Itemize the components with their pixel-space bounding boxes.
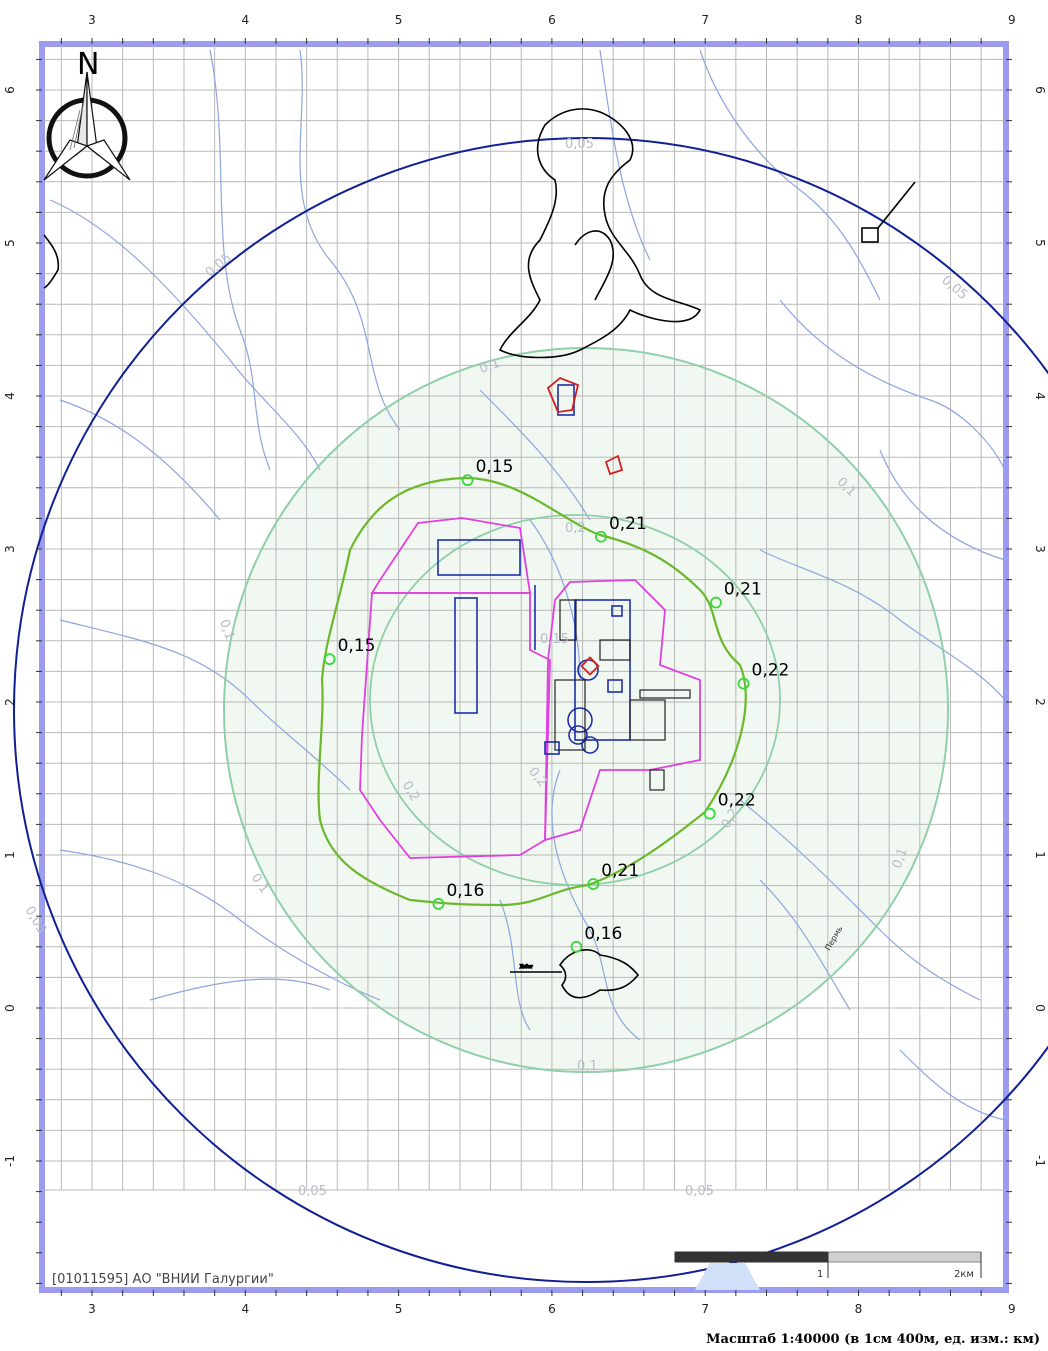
isoline-label: 0,05 (298, 1184, 327, 1199)
measurement-point-label: 0,22 (718, 791, 756, 811)
x-tick-label-top: 3 (88, 13, 96, 27)
isoline-outer (13, 137, 1048, 1283)
axis-ticks: 3 3 4 4 5 5 6 6 7 7 8 8 9 9 6 6 5 5 4 4 3 3 2 2 1 1 0 0 -1 -1 (3, 13, 1047, 1316)
scale-caption: Масштаб 1:40000 (в 1см 400м, ед. изм.: к… (706, 1332, 1040, 1347)
x-tick-label-bottom: 5 (395, 1302, 403, 1316)
y-tick-label-right: 1 (1033, 851, 1047, 859)
isoline-label: 0,1 (577, 1059, 598, 1074)
x-tick-label-top: 9 (1008, 13, 1016, 27)
rivers (49, 49, 1006, 1121)
scale-bar: 1 2км (674, 1251, 982, 1290)
x-tick-label-bottom: 8 (855, 1302, 863, 1316)
isoline-02 (369, 514, 781, 886)
scale-end-label: 2км (954, 1269, 974, 1280)
isolines (13, 137, 1048, 1283)
measurement-point-label: 0,16 (446, 881, 484, 901)
isoline-label: 0,1 (216, 618, 237, 643)
isoline-01 (223, 347, 949, 1073)
x-tick-label-bottom: 3 (88, 1302, 96, 1316)
y-tick-label-left: 4 (3, 392, 17, 400)
x-tick-label-bottom: 4 (241, 1302, 249, 1316)
isoline-label: 0,15 (540, 632, 569, 647)
measurement-point-marker[interactable] (737, 677, 750, 690)
measurement-point-label: 0,21 (609, 514, 647, 534)
y-tick-label-right: 0 (1033, 1004, 1047, 1012)
x-tick-label-bottom: 6 (548, 1302, 556, 1316)
measurement-point-marker[interactable] (432, 898, 445, 910)
terrain-features: Хобот (43, 108, 916, 999)
isoline-label: 0,05 (565, 137, 594, 152)
measurement-point-marker[interactable] (595, 530, 607, 543)
y-tick-label-right: 3 (1033, 545, 1047, 553)
measurement-point-label: 0,15 (338, 636, 376, 656)
y-tick-label-left: 3 (3, 545, 17, 553)
measurement-point-marker[interactable] (323, 653, 336, 666)
y-tick-label-right: 6 (1033, 86, 1047, 94)
red-markers (546, 376, 624, 676)
measurement-point-label: 0,21 (724, 580, 762, 600)
x-tick-label-top: 8 (855, 13, 863, 27)
coordinate-grid (44, 46, 1004, 1190)
x-tick-label-top: 6 (548, 13, 556, 27)
y-tick-label-right: 2 (1033, 698, 1047, 706)
x-tick-label-bottom: 7 (701, 1302, 709, 1316)
measurement-point-label: 0,15 (476, 457, 514, 477)
measurement-points: 0,15 0,21 0,21 0,15 0,22 0,22 0,21 0,16 0,16 (323, 457, 790, 953)
organization-label: [01011595] АО "ВНИИ Галургии" (52, 1272, 274, 1287)
scale-mid-label: 1 (817, 1269, 823, 1280)
y-tick-label-left: 2 (3, 698, 17, 706)
measurement-point-label: 0,22 (752, 661, 790, 681)
measurement-point-label: 0,16 (584, 924, 622, 944)
y-tick-label-right: 4 (1033, 392, 1047, 400)
y-tick-label-right: -1 (1033, 1155, 1047, 1167)
y-tick-label-left: 5 (3, 239, 17, 247)
x-tick-label-top: 4 (241, 13, 249, 27)
measurement-point-marker[interactable] (587, 878, 600, 890)
svg-text:Хобот: Хобот (520, 964, 533, 969)
y-tick-label-right: 5 (1033, 239, 1047, 247)
isoline-label: 0,1 (890, 846, 911, 871)
x-tick-label-top: 5 (395, 13, 403, 27)
facility-structures (437, 384, 631, 755)
map-frame (39, 41, 1009, 1293)
north-arrow: N (43, 47, 131, 181)
isoline-label: 0,1 (478, 356, 503, 377)
x-tick-label-bottom: 9 (1008, 1302, 1016, 1316)
y-tick-label-left: 6 (3, 86, 17, 94)
y-tick-label-left: 0 (3, 1004, 17, 1012)
measurement-point-marker[interactable] (710, 596, 722, 609)
measurement-point-marker[interactable] (703, 807, 716, 820)
measurement-point-marker[interactable] (570, 940, 583, 953)
isoline-label: 0,05 (685, 1184, 714, 1199)
north-label: N (77, 47, 99, 82)
isoline-015 (317, 476, 747, 907)
y-tick-label-left: -1 (3, 1155, 17, 1167)
measurement-point-label: 0,21 (601, 861, 639, 881)
y-tick-label-left: 1 (3, 851, 17, 859)
x-tick-label-top: 7 (701, 13, 709, 27)
measurement-point-marker[interactable] (461, 474, 474, 487)
facility-buildings (554, 599, 691, 791)
isoline-label: 0,2 (565, 521, 586, 536)
